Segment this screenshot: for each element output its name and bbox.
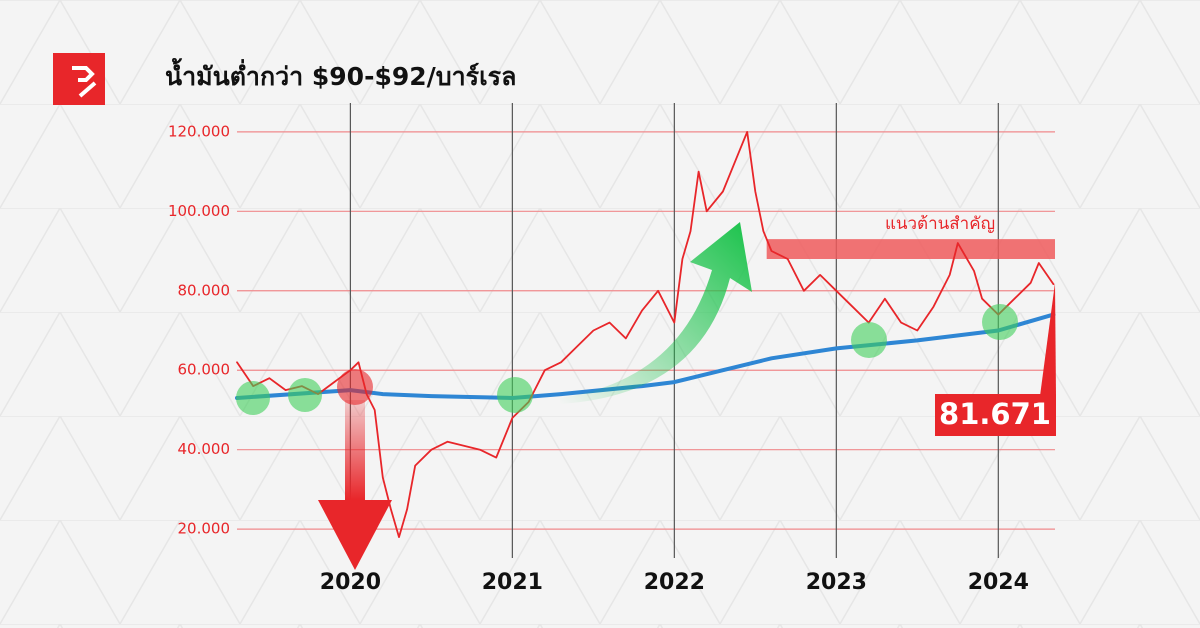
resistance-band: แนวต้านสำคัญ: [766, 214, 1055, 259]
series-line: [235, 312, 1056, 400]
support-marker: [236, 381, 270, 415]
support-marker: [851, 322, 887, 358]
support-marker: [288, 378, 322, 412]
up-arrow: [560, 222, 752, 404]
x-tick-label: 2024: [968, 570, 1029, 595]
x-tick-label: 2023: [806, 570, 867, 595]
resistance-label: แนวต้านสำคัญ: [885, 214, 995, 234]
down-arrow-head: [318, 500, 392, 570]
series-line: [236, 131, 1055, 538]
break-marker: [337, 369, 373, 405]
y-tick-label: 60.000: [178, 361, 231, 379]
last-value-label: 81.671: [939, 397, 1051, 431]
x-tick-label: 2022: [644, 570, 705, 595]
y-tick-label: 100.000: [168, 202, 230, 220]
annotations: [236, 222, 1056, 570]
x-tick-label: 2020: [320, 570, 381, 595]
callout-box: [935, 394, 1056, 436]
y-tick-label: 120.000: [168, 122, 230, 140]
down-arrow-shaft: [345, 400, 365, 500]
lines: [235, 131, 1056, 538]
support-marker: [982, 304, 1018, 340]
y-tick-label: 80.000: [178, 281, 231, 299]
grid: 20.000 40.000 60.000 80.000 100.000 120.000 20…: [168, 103, 1055, 595]
y-tick-label: 20.000: [178, 520, 231, 538]
chart-title: น้ำมันต่ำกว่า $90-$92/บาร์เรล: [165, 57, 516, 91]
logo: [53, 53, 105, 105]
support-marker: [497, 377, 533, 413]
resistance-zone: [766, 239, 1055, 259]
x-tick-label: 2021: [482, 570, 543, 595]
callout-pointer: [1040, 283, 1056, 396]
y-tick-label: 40.000: [178, 440, 231, 458]
